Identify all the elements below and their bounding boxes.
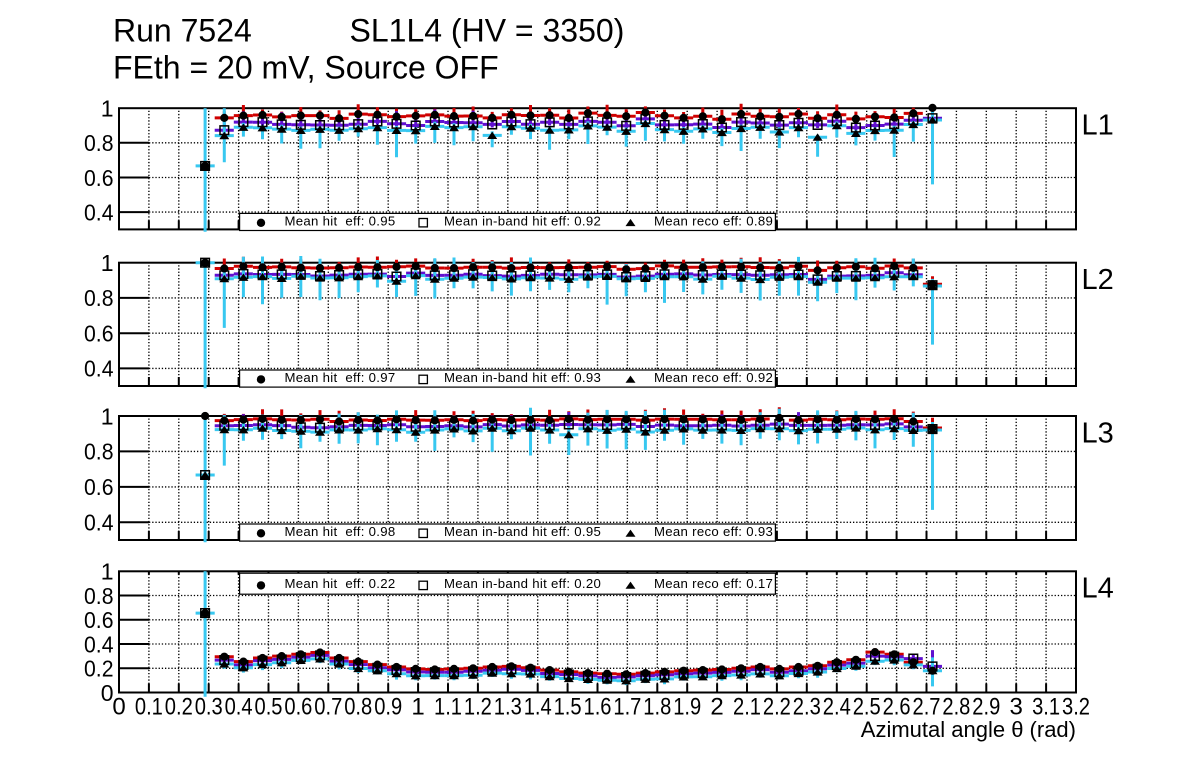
svg-text:Mean hit eff: 0.95: Mean hit eff: 0.95 [285,214,396,229]
svg-text:0.3: 0.3 [195,694,223,721]
svg-text:2: 2 [710,694,723,721]
svg-text:0.5: 0.5 [255,694,283,721]
svg-text:Mean in-band hit eff: 0.92: Mean in-band hit eff: 0.92 [444,214,601,229]
svg-text:Mean in-band hit eff: 0.93: Mean in-band hit eff: 0.93 [444,370,601,385]
svg-text:0.2: 0.2 [84,656,114,682]
svg-text:2.9: 2.9 [972,694,1000,721]
svg-text:0.2: 0.2 [165,694,193,721]
svg-text:2.8: 2.8 [942,694,970,721]
svg-text:1.5: 1.5 [554,694,582,721]
svg-text:0.6: 0.6 [84,607,114,633]
svg-text:1.8: 1.8 [643,694,671,721]
svg-text:2.2: 2.2 [763,694,791,721]
svg-text:0.6: 0.6 [84,474,114,500]
svg-text:0.4: 0.4 [225,694,253,721]
svg-text:2.6: 2.6 [883,694,911,721]
svg-text:1: 1 [101,403,114,429]
svg-text:1.4: 1.4 [524,694,552,721]
svg-text:Mean reco eff: 0.92: Mean reco eff: 0.92 [654,370,773,385]
svg-text:Mean hit eff: 0.98: Mean hit eff: 0.98 [285,524,396,539]
svg-text:SL1L4 (HV = 3350): SL1L4 (HV = 3350) [350,13,625,49]
svg-text:3.1: 3.1 [1032,694,1060,721]
svg-text:Mean in-band hit eff: 0.95: Mean in-band hit eff: 0.95 [444,524,601,539]
svg-text:0.1: 0.1 [135,694,163,721]
svg-text:Mean reco eff: 0.93: Mean reco eff: 0.93 [654,524,773,539]
svg-text:0.4: 0.4 [84,199,114,225]
svg-text:Run 7524: Run 7524 [113,13,252,49]
svg-text:L3: L3 [1082,417,1114,449]
svg-text:L2: L2 [1082,264,1114,296]
svg-text:Mean reco eff: 0.17: Mean reco eff: 0.17 [654,576,773,591]
svg-text:0.8: 0.8 [84,285,114,311]
svg-text:0.8: 0.8 [344,694,372,721]
svg-text:0: 0 [112,694,125,721]
svg-text:1: 1 [101,250,114,276]
svg-text:1.6: 1.6 [584,694,612,721]
svg-text:1.3: 1.3 [494,694,522,721]
svg-text:L1: L1 [1082,110,1114,142]
svg-text:Mean hit eff: 0.22: Mean hit eff: 0.22 [285,576,396,591]
svg-text:3: 3 [1010,694,1023,721]
svg-text:1.7: 1.7 [613,694,641,721]
svg-text:0.6: 0.6 [84,321,114,347]
svg-text:1: 1 [101,559,114,585]
svg-text:0.4: 0.4 [84,631,114,657]
svg-text:0.4: 0.4 [84,510,114,536]
svg-text:2.3: 2.3 [793,694,821,721]
svg-text:0.8: 0.8 [84,439,114,465]
svg-text:2.1: 2.1 [733,694,761,721]
svg-text:0.4: 0.4 [84,356,114,382]
svg-text:Mean hit eff: 0.97: Mean hit eff: 0.97 [285,370,396,385]
svg-text:2.5: 2.5 [853,694,881,721]
svg-text:0.6: 0.6 [284,694,312,721]
svg-text:Mean reco eff: 0.89: Mean reco eff: 0.89 [654,214,773,229]
svg-text:L4: L4 [1082,573,1114,605]
svg-text:1: 1 [411,694,424,721]
svg-text:0: 0 [101,680,114,706]
svg-text:0.8: 0.8 [84,130,114,156]
svg-text:0.9: 0.9 [374,694,402,721]
svg-text:1: 1 [101,96,114,122]
svg-text:2.4: 2.4 [823,694,851,721]
svg-text:1.9: 1.9 [673,694,701,721]
svg-text:0.6: 0.6 [84,165,114,191]
svg-text:0.8: 0.8 [84,583,114,609]
svg-text:1.2: 1.2 [464,694,492,721]
svg-text:2.7: 2.7 [913,694,941,721]
svg-text:FEth = 20 mV, Source OFF: FEth = 20 mV, Source OFF [113,50,499,86]
svg-text:0.7: 0.7 [314,694,342,721]
svg-text:3.2: 3.2 [1062,694,1090,721]
svg-text:Mean in-band hit eff: 0.20: Mean in-band hit eff: 0.20 [444,576,601,591]
svg-text:Azimutal angle θ (rad): Azimutal angle θ (rad) [861,717,1076,742]
svg-text:1.1: 1.1 [434,694,462,721]
